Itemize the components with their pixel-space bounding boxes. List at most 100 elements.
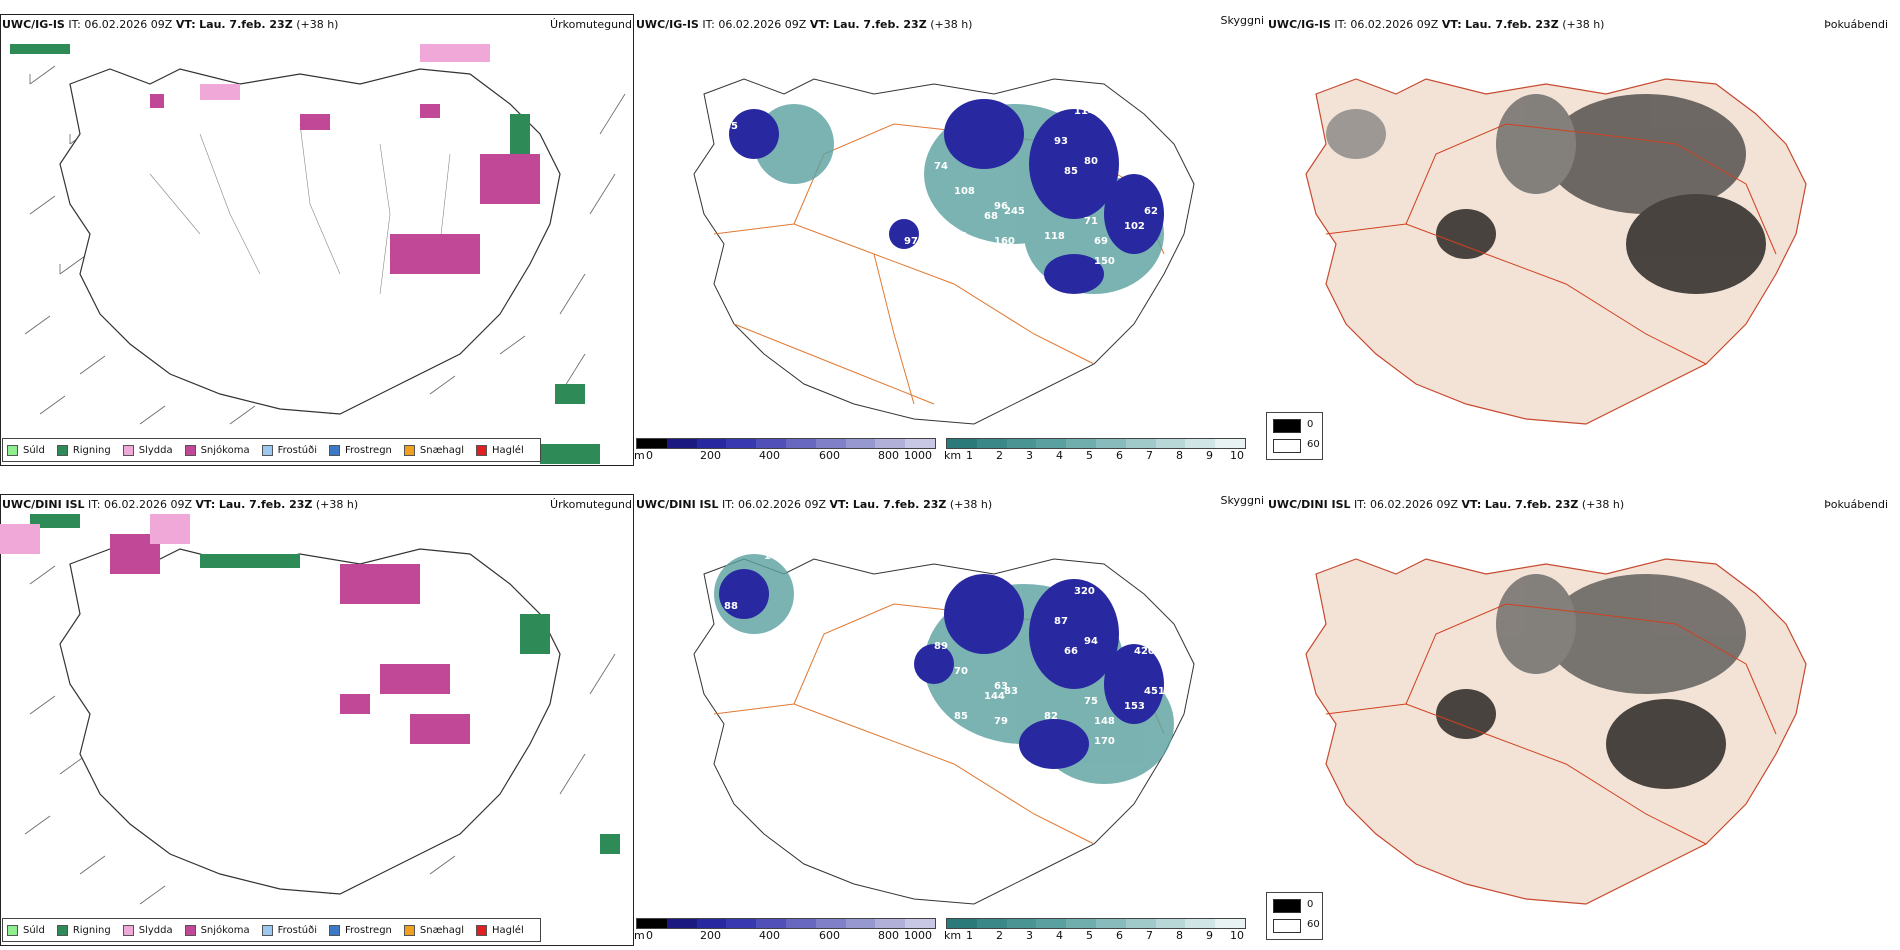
valid-time: Lau. 7.feb. 23Z bbox=[1465, 18, 1559, 31]
legend-swatch bbox=[7, 444, 18, 456]
cloud-base-label: 116 bbox=[1114, 121, 1135, 132]
cloud-base-label: 148 bbox=[1094, 716, 1115, 727]
precip-map bbox=[10, 44, 626, 464]
legend-label: Frostúði bbox=[277, 444, 317, 456]
roads bbox=[1325, 603, 1777, 845]
lead-time: (+38 h) bbox=[1581, 498, 1625, 511]
model-name: UWC/DINI ISL bbox=[636, 498, 719, 511]
legend-label: Frostregn bbox=[345, 924, 392, 936]
cloud-base-label: 61 bbox=[954, 231, 968, 242]
cloud-base-label: 83 bbox=[1004, 686, 1018, 697]
valid-time-label: VT: bbox=[809, 18, 830, 31]
visibility-strip bbox=[946, 438, 1246, 449]
colorbar-tick: 3 bbox=[1026, 449, 1033, 462]
init-time: IT: 06.02.2026 09Z bbox=[1334, 18, 1439, 31]
colorbar-tick: 5 bbox=[1086, 929, 1093, 942]
precip-legend: Súld Rigning Slydda Snjókoma Frostúði Fr… bbox=[2, 918, 541, 942]
sleet-areas bbox=[0, 514, 190, 554]
panel-header: UWC/IG-IS IT: 06.02.2026 09Z VT: Lau. 7.… bbox=[1266, 16, 1900, 34]
cloud-base-label: 85 bbox=[724, 121, 738, 132]
cloud-base-label: 97 bbox=[904, 236, 918, 247]
cloud-base-label: 451 bbox=[1144, 686, 1165, 697]
colorbar-tick: 200 bbox=[700, 449, 721, 462]
cloud-base-label: 108 bbox=[954, 186, 975, 197]
visibility-panel-top: UWC/IG-IS IT: 06.02.2026 09Z VT: Lau. 7.… bbox=[634, 14, 1266, 466]
cloud-base-label: 160 bbox=[994, 236, 1015, 247]
legend-item: Frostúði bbox=[261, 924, 317, 936]
legend-item: Frostúði bbox=[261, 444, 317, 456]
visibility-strip bbox=[946, 918, 1246, 929]
snow-areas bbox=[110, 534, 470, 744]
fog-legend: 0 60 bbox=[1266, 892, 1323, 940]
colorbar-tick: 800 bbox=[878, 929, 899, 942]
model-name: UWC/IG-IS bbox=[636, 18, 699, 31]
lead-time: (+38 h) bbox=[1562, 18, 1605, 31]
cloud-base-label: 150 bbox=[1094, 256, 1115, 267]
legend-item: Haglél bbox=[476, 444, 524, 456]
legend-label: Rigning bbox=[72, 924, 111, 936]
cloud-base-label: 245 bbox=[1004, 206, 1025, 217]
fog-shading bbox=[1326, 94, 1766, 294]
fog-panel-bottom: UWC/DINI ISL IT: 06.02.2026 09Z VT: Lau.… bbox=[1266, 494, 1900, 946]
fog-legend-swatch bbox=[1273, 899, 1301, 913]
valid-time-label: VT: bbox=[1461, 498, 1482, 511]
legend-label: Súld bbox=[23, 444, 45, 456]
legend-item: Snjókoma bbox=[184, 924, 250, 936]
cloud-base-label: 49 bbox=[1174, 176, 1188, 187]
cloud-base-label: 144 bbox=[984, 691, 1005, 702]
panel-title: Þokuábendi bbox=[1824, 498, 1888, 511]
cloud-base-label: 102 bbox=[1124, 221, 1145, 232]
legend-item: Rigning bbox=[56, 924, 111, 936]
legend-label: Súld bbox=[23, 924, 45, 936]
colorbar-tick: 4 bbox=[1056, 929, 1063, 942]
valid-time-label: VT: bbox=[829, 498, 850, 511]
snow-areas bbox=[150, 94, 540, 274]
lead-time: (+38 h) bbox=[296, 18, 339, 31]
legend-swatch bbox=[329, 444, 340, 456]
fog-panel-top: UWC/IG-IS IT: 06.02.2026 09Z VT: Lau. 7.… bbox=[1266, 14, 1900, 466]
legend-item: Snæhagl bbox=[403, 444, 464, 456]
cloud-base-label: 153 bbox=[764, 71, 785, 82]
model-name: UWC/DINI ISL bbox=[1268, 498, 1351, 511]
cloud-base-label: 99 bbox=[884, 656, 898, 667]
visibility-map bbox=[693, 554, 1195, 905]
fog-legend-swatch bbox=[1273, 419, 1301, 433]
colorbar-unit: m bbox=[634, 929, 645, 942]
precip-legend: Súld Rigning Slydda Snjókoma Frostúði Fr… bbox=[2, 438, 541, 462]
precip-map bbox=[0, 514, 620, 905]
cloud-base-label: 86 bbox=[1174, 656, 1188, 667]
cloud-labels-top: 153 85 67 74 108 96 160 118 150 71 69 102 62 89 49 93 85… bbox=[724, 71, 1188, 267]
cloud-base-label: 94 bbox=[1084, 636, 1098, 647]
legend-label: Frostregn bbox=[345, 444, 392, 456]
colorbar-tick: 6 bbox=[1116, 929, 1123, 942]
cloud-base-label: 62 bbox=[1144, 206, 1158, 217]
rain-areas bbox=[30, 514, 620, 854]
colorbar-tick: 8 bbox=[1176, 449, 1183, 462]
panel-title: Skyggni bbox=[1220, 494, 1264, 507]
fog-legend: 0 60 bbox=[1266, 412, 1323, 460]
colorbar-tick: 5 bbox=[1086, 449, 1093, 462]
valid-time: Lau. 7.feb. 23Z bbox=[199, 18, 293, 31]
cloud-base-label: 88 bbox=[724, 601, 738, 612]
model-name: UWC/IG-IS bbox=[1268, 18, 1331, 31]
fog-shading bbox=[1436, 574, 1746, 789]
panel-header: UWC/DINI ISL IT: 06.02.2026 09Z VT: Lau.… bbox=[0, 496, 634, 514]
cloud-base-label: 96 bbox=[994, 201, 1008, 212]
iceland-outline bbox=[59, 548, 561, 895]
lead-time: (+38 h) bbox=[930, 18, 973, 31]
colorbar-tick: 1000 bbox=[904, 449, 932, 462]
legend-label: Snæhagl bbox=[419, 924, 465, 936]
colorbar-tick: 3 bbox=[1026, 929, 1033, 942]
panel-header: UWC/IG-IS IT: 06.02.2026 09Z VT: Lau. 7.… bbox=[0, 16, 634, 34]
iceland-outline bbox=[59, 68, 561, 415]
legend-swatch bbox=[184, 444, 196, 456]
legend-label: Haglél bbox=[492, 444, 524, 456]
model-name: UWC/DINI ISL bbox=[2, 498, 85, 511]
cloudbase-areas bbox=[719, 569, 1164, 769]
init-time: IT: 06.02.2026 09Z bbox=[1354, 498, 1459, 511]
colorbar-tick: 200 bbox=[700, 929, 721, 942]
colorbar-unit: m bbox=[634, 449, 645, 462]
visibility-colorbar: km 1 2 3 4 5 6 7 8 9 10 bbox=[944, 918, 1246, 946]
precip-map-frame bbox=[0, 14, 634, 466]
valid-time-label: VT: bbox=[1441, 18, 1462, 31]
